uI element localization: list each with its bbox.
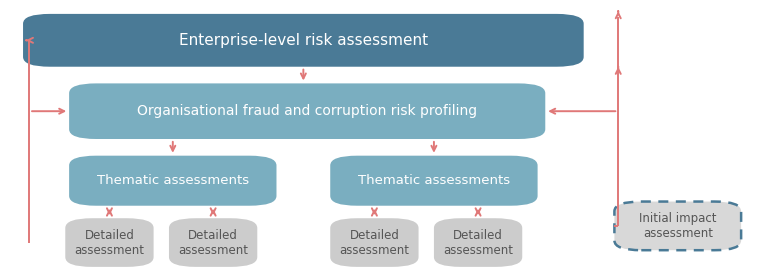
Text: Detailed
assessment: Detailed assessment <box>443 229 513 257</box>
Text: Thematic assessments: Thematic assessments <box>97 174 249 187</box>
Text: Organisational fraud and corruption risk profiling: Organisational fraud and corruption risk… <box>137 104 477 118</box>
FancyBboxPatch shape <box>614 202 741 250</box>
Text: Thematic assessments: Thematic assessments <box>358 174 510 187</box>
Text: Initial impact
assessment: Initial impact assessment <box>639 212 717 240</box>
Text: Detailed
assessment: Detailed assessment <box>74 229 144 257</box>
FancyBboxPatch shape <box>434 218 522 267</box>
Text: Detailed
assessment: Detailed assessment <box>178 229 248 257</box>
FancyBboxPatch shape <box>330 218 419 267</box>
FancyBboxPatch shape <box>330 156 538 206</box>
FancyBboxPatch shape <box>69 156 276 206</box>
FancyBboxPatch shape <box>169 218 257 267</box>
FancyBboxPatch shape <box>23 14 584 67</box>
Text: Enterprise-level risk assessment: Enterprise-level risk assessment <box>179 33 428 48</box>
Text: Detailed
assessment: Detailed assessment <box>339 229 409 257</box>
FancyBboxPatch shape <box>65 218 154 267</box>
FancyBboxPatch shape <box>69 83 545 139</box>
